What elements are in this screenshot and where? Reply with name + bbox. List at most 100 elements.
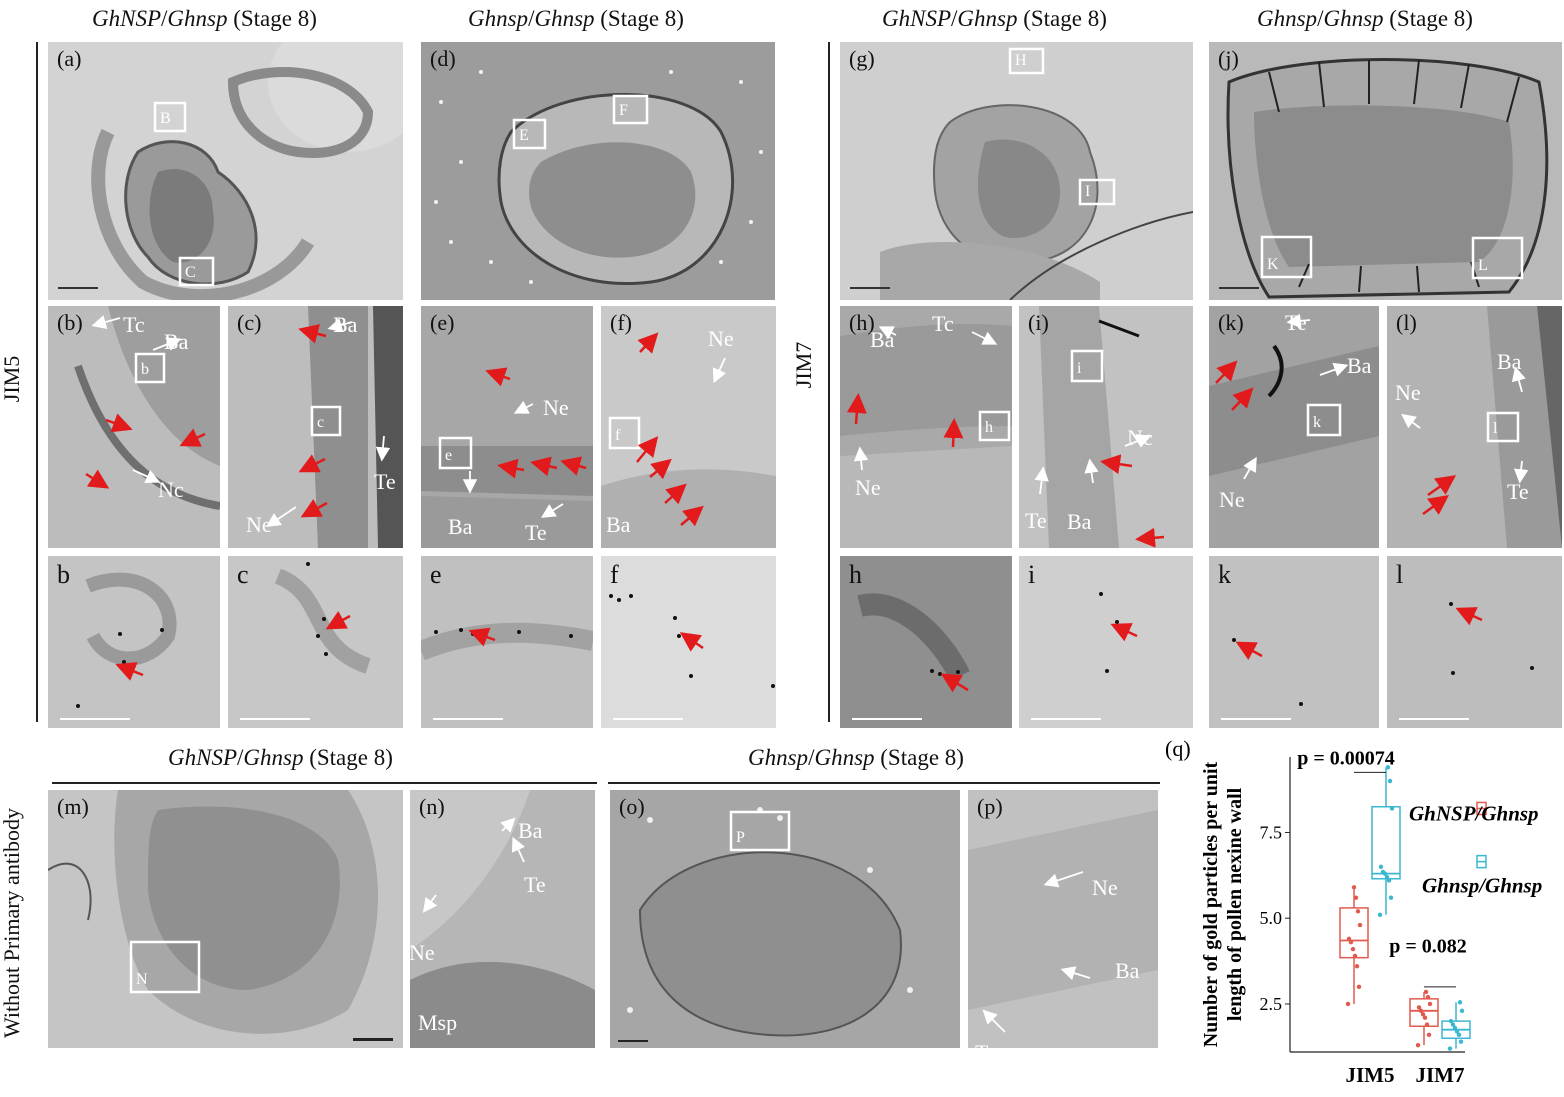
stage-text: (Stage 8): [874, 745, 964, 770]
data-point: [1420, 1012, 1426, 1017]
panel-label-b-zoom: b: [57, 560, 70, 589]
data-point: [1348, 940, 1354, 945]
data-point: [1355, 909, 1361, 914]
data-point: [1357, 922, 1363, 928]
data-point: [1416, 1005, 1422, 1010]
data-point: [1354, 964, 1360, 969]
panel-label-l: (l): [1396, 310, 1417, 335]
panel-label-e: (e): [430, 310, 455, 335]
panel-label-p: (p): [977, 794, 1003, 819]
panel-label-a: (a): [57, 46, 82, 71]
y-axis-label-line1: Number of gold particles per unit: [1200, 761, 1222, 1047]
no-primary-side-label: Without Primary antibody: [0, 807, 24, 1039]
chart-q-container: (q) 2.5 5.0 7.5 JIM5 JIM7 Number of gold parti…: [1165, 732, 1564, 1092]
panel-label-l-zoom: l: [1396, 560, 1404, 589]
data-point: [1424, 1022, 1430, 1027]
data-point: [1450, 1022, 1456, 1027]
genotype-2: Ghnsp: [1323, 6, 1384, 31]
data-point: [1385, 765, 1391, 770]
box: [1409, 998, 1439, 1028]
data-point: [1380, 869, 1386, 875]
data-point: [1345, 1001, 1351, 1007]
data-point: [1350, 946, 1356, 952]
genotype-2: Ghnsp: [243, 745, 304, 770]
data-point: [1426, 1032, 1432, 1038]
jim5-side-label: JIM5: [0, 355, 24, 403]
micrograph-e: (e): [421, 306, 593, 548]
panel-label-i: (i): [1028, 310, 1049, 335]
micrograph-c-zoom: c: [228, 556, 403, 728]
data-point: [1346, 936, 1352, 942]
y-tick-label: 5.0: [1260, 908, 1283, 928]
data-point: [1388, 895, 1394, 900]
micrograph-c: (c): [228, 306, 403, 548]
stage-text: (Stage 8): [594, 6, 684, 31]
data-point: [1458, 1039, 1464, 1044]
box: [1371, 805, 1401, 880]
y-tick-label: 2.5: [1260, 994, 1283, 1014]
stage-text: (Stage 8): [1383, 6, 1473, 31]
data-point: [1452, 1025, 1458, 1031]
panel-label-m: (m): [57, 794, 89, 819]
micrograph-k: (k): [1209, 306, 1379, 548]
panel-label-i-zoom: i: [1028, 560, 1036, 589]
data-point: [1448, 1018, 1454, 1024]
micrograph-o: (o): [610, 790, 960, 1048]
title-panel-g: GhNSP/Ghnsp (Stage 8): [882, 6, 1107, 31]
data-point: [1423, 989, 1429, 995]
micrograph-g: (g): [840, 42, 1193, 300]
panel-label-d: (d): [430, 46, 456, 71]
data-point: [1418, 1008, 1424, 1014]
jim5-bracket-line: [36, 42, 38, 722]
data-point: [1384, 874, 1390, 880]
micrograph-n: (n): [410, 790, 595, 1048]
y-axis-label: Number of gold particles per unit length …: [1200, 761, 1246, 1047]
data-point: [1386, 878, 1392, 883]
data-point: [1356, 984, 1362, 990]
title-panel-a: GhNSP/Ghnsp (Stage 8): [92, 6, 317, 31]
y-tick-label: 7.5: [1260, 822, 1283, 842]
micrograph-k-zoom: k: [1209, 556, 1379, 728]
stage-text: (Stage 8): [1017, 6, 1107, 31]
genotype-1: GhNSP: [168, 745, 237, 770]
genotype-2: Ghnsp: [534, 6, 595, 31]
micrograph-i-zoom: i: [1019, 556, 1193, 728]
micrograph-l: (l): [1387, 306, 1562, 548]
boxplot-chart: (q) 2.5 5.0 7.5 JIM5 JIM7 Number of gold parti…: [1165, 736, 1542, 1087]
micrograph-p: (p): [968, 790, 1158, 1048]
micrograph-l-zoom: l: [1387, 556, 1562, 728]
title-panel-d: Ghnsp/Ghnsp (Stage 8): [468, 6, 684, 31]
data-point: [1377, 912, 1383, 917]
micrograph-i: (i): [1019, 306, 1193, 548]
stage-text: (Stage 8): [227, 6, 317, 31]
p-value-label: p = 0.00074: [1297, 747, 1395, 769]
panel-label-g: (g): [849, 46, 875, 71]
title-panel-j: Ghnsp/Ghnsp (Stage 8): [1257, 6, 1473, 31]
genotype-1: Ghnsp: [1257, 6, 1318, 31]
title-panel-o: Ghnsp/Ghnsp (Stage 8): [748, 745, 964, 770]
data-point: [1456, 1032, 1462, 1038]
micrograph-e-zoom: e: [421, 556, 593, 728]
data-point: [1457, 1000, 1463, 1005]
jim7-side-label: JIM7: [791, 341, 816, 389]
panel-label-h-zoom: h: [849, 560, 862, 589]
data-point: [1415, 1042, 1421, 1048]
y-axis-label-line2: length of pollen nexine wall: [1224, 787, 1246, 1021]
micrograph-f: (f): [601, 306, 776, 548]
jim7-bracket-line: [828, 42, 830, 722]
legend-label: GhNSP/Ghnsp: [1409, 801, 1539, 825]
data-point: [1351, 885, 1357, 890]
data-point: [1422, 1015, 1428, 1020]
micrograph-d: (d): [421, 42, 775, 300]
panel-label-n: (n): [419, 794, 445, 819]
panel-label-h: (h): [849, 310, 875, 335]
data-point: [1425, 994, 1431, 1000]
genotype-2: Ghnsp: [957, 6, 1018, 31]
micrograph-f-zoom: f: [601, 556, 776, 728]
p-value-label: p = 0.082: [1389, 936, 1467, 958]
data-point: [1378, 864, 1384, 869]
panel-label-f: (f): [610, 310, 632, 335]
genotype-1: Ghnsp: [468, 6, 529, 31]
micrograph-j: (j): [1209, 42, 1562, 300]
micrograph-a: (a): [48, 42, 403, 300]
